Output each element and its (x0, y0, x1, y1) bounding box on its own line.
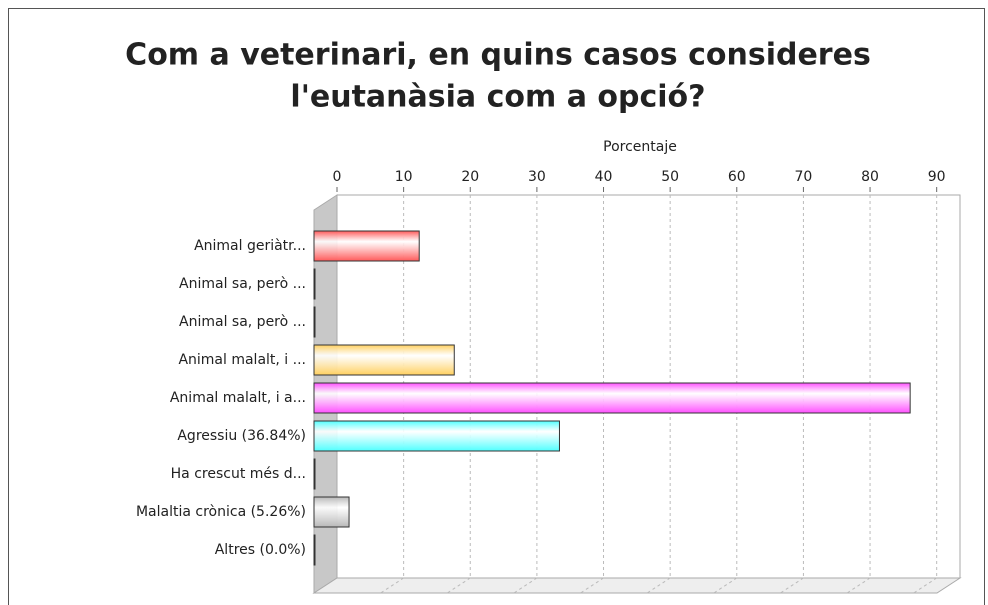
chart-title: Com a veterinari, en quins casos conside… (125, 38, 871, 73)
grid-line (513, 577, 538, 594)
plot-floor (312, 577, 962, 594)
bar (313, 458, 316, 490)
x-tick-label: 20 (461, 169, 479, 185)
grid-line (646, 577, 671, 594)
bar (313, 382, 911, 414)
bar (313, 344, 455, 376)
x-tick-label: 70 (795, 169, 813, 185)
x-tick-label: 40 (595, 169, 613, 185)
x-tick-label: 30 (528, 169, 546, 185)
y-tick-label: Animal sa, però ... (179, 314, 306, 330)
bar (313, 230, 420, 262)
axis-label: Porcentaje (603, 139, 677, 155)
x-tick-label: 90 (928, 169, 946, 185)
grid-line (913, 577, 937, 594)
x-tick-label: 60 (728, 169, 746, 185)
y-tick-label: Animal malalt, i a... (170, 390, 306, 406)
bar (313, 420, 560, 452)
chart-title: l'eutanàsia com a opció? (290, 80, 705, 115)
grid-line (780, 577, 804, 594)
y-tick-label: Animal malalt, i ... (178, 352, 306, 368)
bar (313, 306, 316, 338)
y-tick-label: Altres (0.0%) (215, 542, 306, 558)
grid-line (446, 577, 471, 594)
x-tick-label: 80 (861, 169, 879, 185)
bar (313, 496, 350, 528)
x-tick-label: 0 (333, 169, 342, 185)
x-tick-label: 10 (395, 169, 413, 185)
y-tick-label: Animal geriàtr... (194, 238, 306, 254)
grid-line (713, 577, 738, 594)
grid-line (846, 577, 871, 594)
y-tick-label: Ha crescut més d... (171, 466, 306, 482)
y-tick-label: Animal sa, però ... (179, 276, 306, 292)
bar (313, 534, 316, 566)
y-tick-label: Agressiu (36.84%) (177, 428, 306, 444)
grid-line (580, 577, 604, 594)
x-tick-label: 50 (661, 169, 679, 185)
bar (313, 268, 316, 300)
grid-line (380, 577, 404, 594)
y-tick-label: Malaltia crònica (5.26%) (136, 504, 306, 520)
